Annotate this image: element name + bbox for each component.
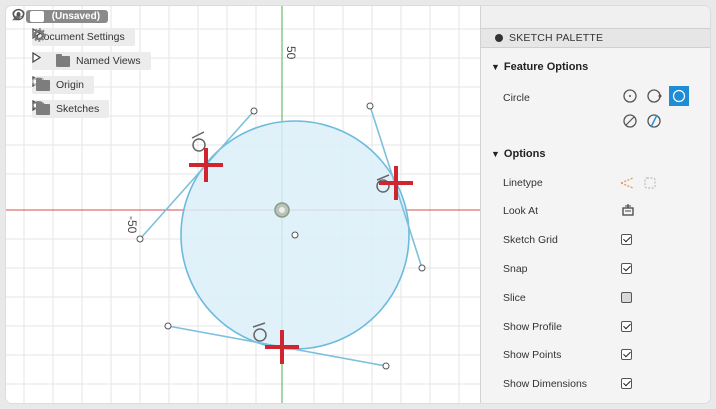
snap-label: Snap	[503, 263, 528, 275]
sketch-grid-checkbox[interactable]	[621, 234, 632, 245]
cursor-marker-icon	[189, 148, 413, 364]
center-diameter-circle-icon[interactable]	[621, 87, 639, 105]
show-dimensions-label: Show Dimensions	[503, 378, 588, 390]
axis-label-left: -50	[125, 216, 139, 234]
options-section[interactable]: ▼ Options	[491, 148, 545, 160]
tree-item-label: Named Views	[76, 55, 141, 67]
centerline-icon[interactable]	[643, 176, 657, 190]
document-name[interactable]: (Unsaved)	[25, 9, 109, 23]
tree-item-document-settings[interactable]: Document Settings	[32, 28, 135, 46]
folder-icon	[36, 101, 50, 115]
feature-options-title: Feature Options	[503, 61, 589, 73]
option-slice: Slice	[481, 284, 710, 312]
tree-item-label: Origin	[56, 79, 85, 91]
feature-options-section[interactable]: ▼ Feature Options	[491, 61, 588, 73]
circle-type-row: Circle	[481, 84, 710, 128]
option-sketch-grid: Sketch Grid	[481, 226, 710, 254]
construction-line-icon[interactable]	[619, 176, 635, 190]
slice-checkbox[interactable]	[621, 292, 632, 303]
tree-item-sketches[interactable]: Sketches	[32, 100, 110, 118]
option-show-profile: Show Profile	[481, 313, 710, 341]
three-point-circle-icon[interactable]	[621, 112, 639, 130]
palette-top-strip	[481, 6, 710, 28]
palette-header[interactable]: SKETCH PALETTE	[481, 28, 710, 48]
sketch-canvas[interactable]: 50 -50 ◢ (Unsaved)	[6, 6, 480, 403]
section-expand-icon: ▼	[491, 149, 500, 159]
show-profile-checkbox[interactable]	[621, 321, 632, 332]
option-show-points: Show Points	[481, 341, 710, 369]
expand-arrow-icon[interactable]	[32, 52, 41, 63]
snap-checkbox[interactable]	[621, 263, 632, 274]
options-title: Options	[503, 148, 546, 160]
show-points-checkbox[interactable]	[621, 349, 632, 360]
show-points-label: Show Points	[503, 349, 562, 361]
look-at-label: Look At	[503, 205, 539, 217]
tangent-constraint-icon	[191, 131, 390, 342]
browser-root[interactable]: ◢ (Unsaved)	[12, 8, 182, 24]
tree-item-label: Sketches	[56, 103, 100, 115]
gear-icon	[32, 28, 46, 42]
palette-title: SKETCH PALETTE	[509, 32, 604, 44]
endpoints	[136, 102, 426, 370]
folder-icon	[56, 53, 70, 67]
tree-item-label: Document Settings	[36, 31, 125, 43]
document-icon	[29, 10, 44, 22]
axis-label-top: 50	[284, 46, 298, 60]
linetype-label: Linetype	[503, 177, 543, 189]
active-radio-icon[interactable]	[12, 8, 25, 21]
sketch-grid-label: Sketch Grid	[503, 234, 558, 246]
tree-item-origin[interactable]: Origin	[32, 76, 95, 94]
option-snap: Snap	[481, 255, 710, 283]
tree-item-named-views[interactable]: Named Views	[32, 52, 151, 70]
section-expand-icon: ▼	[491, 62, 500, 72]
two-tangent-circle-icon[interactable]	[645, 112, 663, 130]
sketch-palette: SKETCH PALETTE ▼ Feature Options Circle	[480, 6, 710, 403]
circle-label: Circle	[503, 92, 530, 104]
collapse-arrow-icon[interactable]: ◢	[12, 10, 20, 22]
canvas-drawing[interactable]: 50 -50	[6, 6, 480, 403]
app-window: 50 -50 ◢ (Unsaved)	[6, 6, 710, 403]
collapse-dot-icon[interactable]	[495, 34, 503, 42]
option-look-at: Look At	[481, 197, 710, 225]
slice-label: Slice	[503, 292, 526, 304]
two-point-circle-icon[interactable]	[645, 87, 663, 105]
three-tangent-circle-icon[interactable]	[669, 86, 689, 106]
option-show-dimensions: Show Dimensions	[481, 370, 710, 398]
show-profile-label: Show Profile	[503, 321, 562, 333]
show-dimensions-checkbox[interactable]	[621, 378, 632, 389]
look-at-icon[interactable]	[621, 203, 635, 217]
option-linetype: Linetype	[481, 169, 710, 197]
folder-icon	[36, 77, 50, 91]
document-name-label: (Unsaved)	[51, 10, 101, 22]
